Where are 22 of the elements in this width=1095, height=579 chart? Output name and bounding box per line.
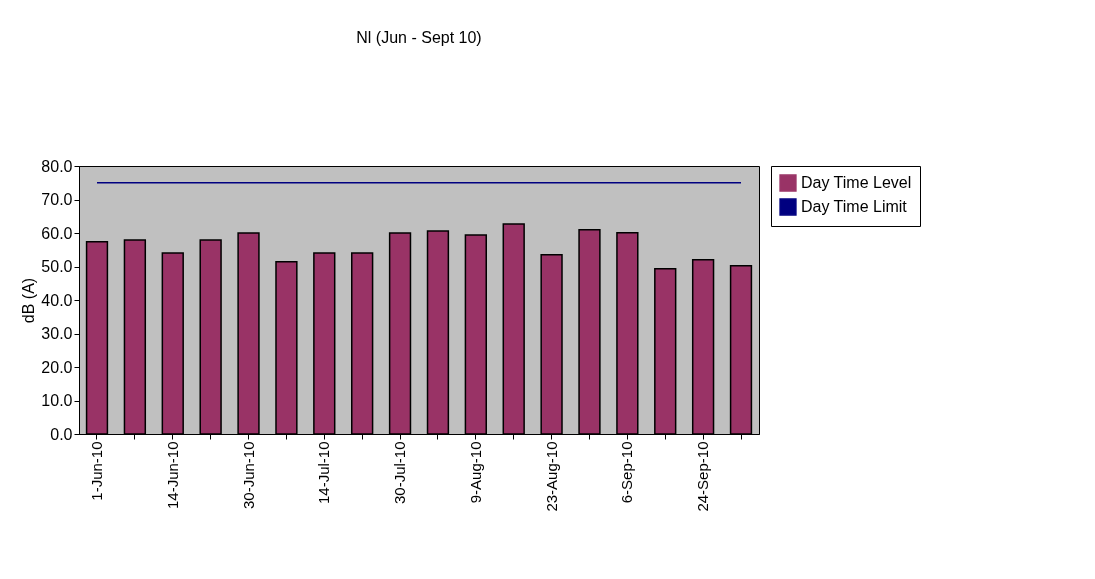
chart-title: Nl (Jun - Sept 10) [356,29,482,46]
legend-label: Day Time Limit [801,198,908,215]
y-tick-label: 60.0 [41,224,73,242]
y-tick-label: 70.0 [41,191,73,208]
x-tick-label: 9-Aug-10 [466,441,484,504]
x-tick-label: 30-Jul-10 [391,441,409,505]
x-tick-label: 30-Jun-10 [239,441,257,510]
x-tick-label: 14-Jun-10 [163,441,181,510]
x-tick-label: 1-Jun-10 [87,441,105,501]
y-tick-label: 20.0 [41,358,73,376]
y-tick-label: 30.0 [41,325,73,342]
y-tick-label: 80.0 [41,157,73,175]
y-tick-label: 10.0 [41,392,73,409]
y-axis-title: dB (A) [20,277,38,324]
x-tick-label: 23-Aug-10 [542,441,560,512]
y-tick-label: 0.0 [50,425,73,443]
x-tick-label: 14-Jul-10 [315,441,333,505]
legend-label: Day Time Level [801,174,912,191]
y-tick-label: 40.0 [41,291,73,309]
x-tick-label: 6-Sep-10 [618,441,636,504]
x-tick-label: 24-Sep-10 [694,441,712,512]
y-tick-label: 50.0 [41,258,73,275]
